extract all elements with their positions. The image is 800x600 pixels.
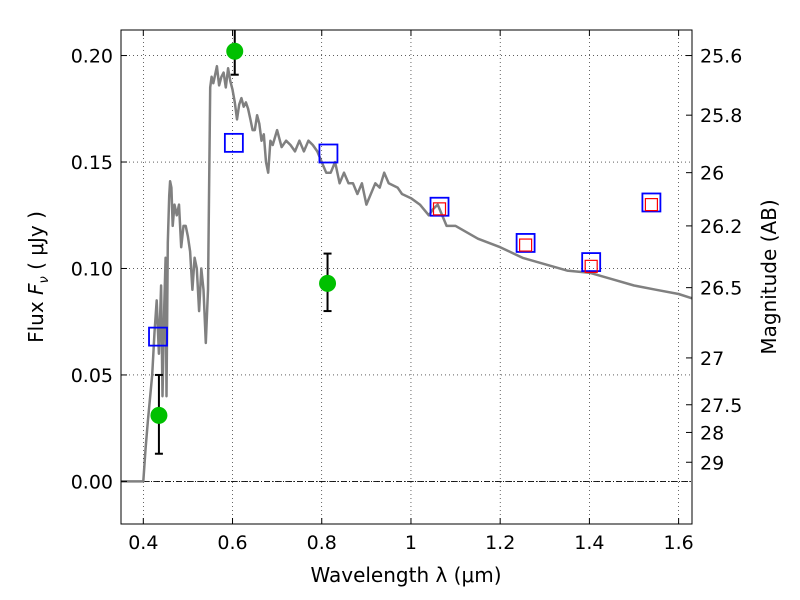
y-axis-label: Flux Fν ( μJy ) — [24, 211, 52, 343]
model-flux-small-square — [644, 198, 659, 212]
model-flux-square — [641, 192, 662, 213]
y2-tick-label: 26.2 — [700, 216, 742, 238]
observed-flux-point — [150, 406, 168, 424]
model-flux-small-square — [519, 238, 533, 252]
ticks: 0.4 0.6 0.8 1 1.2 1.4 1.6 0.00 0.05 0.10 0.15 0.20 2… — [71, 30, 742, 554]
y2-tick-label: 27 — [700, 348, 724, 370]
y-axis-label-prefix: Flux — [24, 295, 48, 343]
y2-axis-label: Magnitude (AB) — [757, 199, 781, 354]
y-axis-label-var: F — [24, 283, 48, 295]
model-flux-square — [581, 252, 602, 272]
y2-tick-label: 26 — [700, 163, 724, 185]
y-tick-label: 0.00 — [71, 471, 113, 493]
x-tick-label: 1.6 — [664, 532, 694, 554]
x-tick-label: 1 — [405, 532, 417, 554]
x-tick-label: 0.6 — [217, 532, 247, 554]
model-flux-small-square — [584, 259, 598, 273]
y-tick-label: 0.20 — [71, 46, 113, 68]
y-tick-label: 0.15 — [71, 152, 113, 174]
x-tick-label: 1.2 — [485, 532, 515, 554]
x-axis-label: Wavelength λ (μm) — [310, 563, 501, 587]
x-tick-label: 0.4 — [128, 532, 158, 554]
y2-tick-label: 25.6 — [700, 46, 742, 68]
y-tick-label: 0.10 — [71, 258, 113, 280]
model-flux-square — [318, 143, 339, 164]
y2-tick-label: 28 — [700, 422, 724, 444]
y-axis-label-sub: ν — [37, 276, 52, 283]
model-flux-small-square — [432, 202, 447, 216]
y2-tick-label: 29 — [700, 452, 724, 474]
y-axis-label-suffix: ( μJy ) — [24, 211, 48, 276]
y2-tick-label: 25.8 — [700, 105, 742, 127]
observed-flux-point — [226, 42, 244, 60]
model-flux-square — [148, 326, 168, 347]
plot-frame — [120, 29, 693, 525]
y2-tick-label: 26.5 — [700, 278, 742, 300]
y-tick-label: 0.05 — [71, 365, 113, 387]
model-flux-square — [223, 132, 244, 153]
error-bars — [148, 30, 662, 455]
plot-background — [121, 30, 692, 524]
model-flux-square — [429, 196, 450, 217]
y2-tick-label: 27.5 — [700, 395, 742, 417]
model-flux-square — [515, 233, 536, 253]
x-tick-label: 1.4 — [574, 532, 604, 554]
x-tick-label: 0.8 — [307, 532, 337, 554]
observed-flux-point — [319, 274, 337, 292]
series-layer — [121, 64, 692, 483]
model-spectrum-line — [121, 64, 692, 483]
